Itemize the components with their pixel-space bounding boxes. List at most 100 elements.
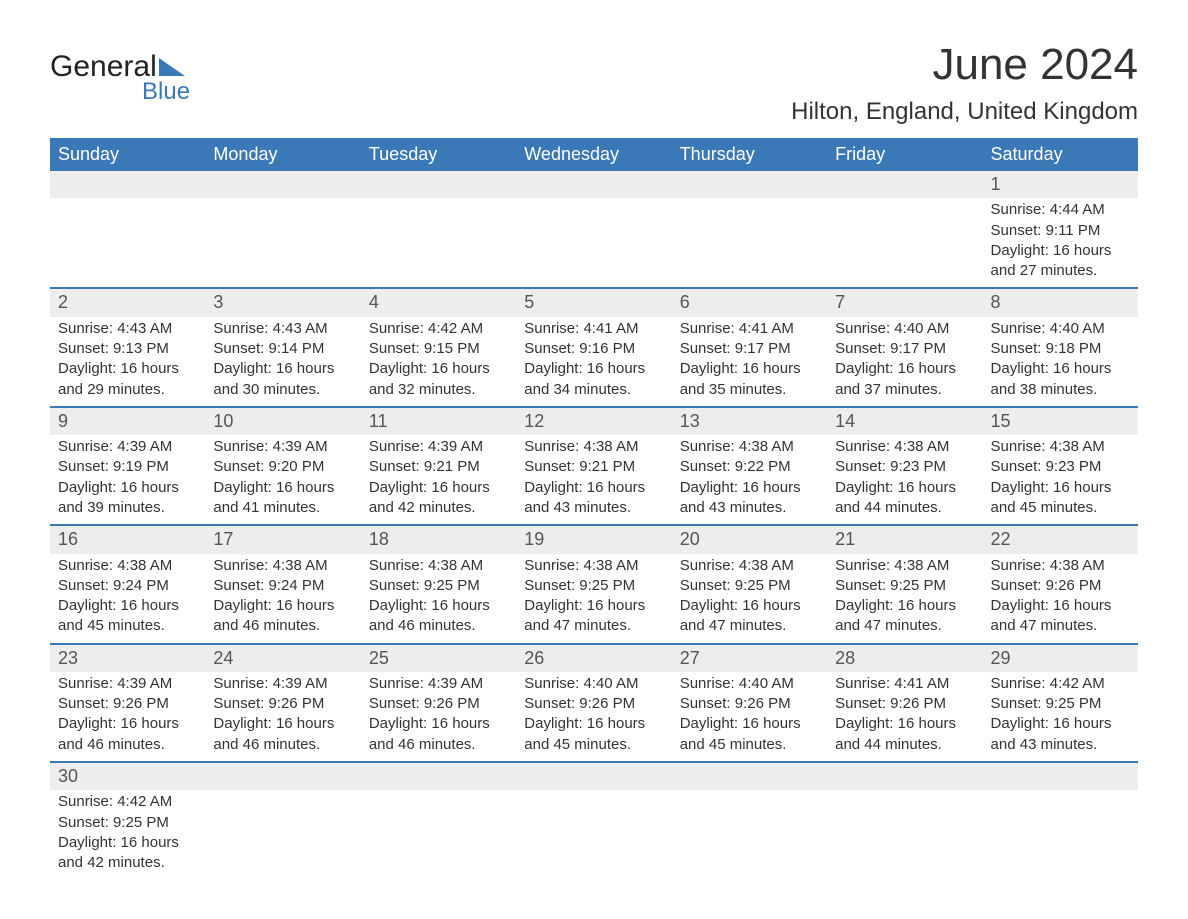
day-info: Sunrise: 4:41 AMSunset: 9:26 PMDaylight:… bbox=[827, 672, 982, 761]
day-info bbox=[516, 790, 671, 818]
day-info-cell bbox=[983, 790, 1138, 879]
day-number-cell: 14 bbox=[827, 407, 982, 435]
day-info bbox=[983, 790, 1138, 818]
day-info-cell: Sunrise: 4:39 AMSunset: 9:26 PMDaylight:… bbox=[361, 672, 516, 762]
location-text: Hilton, England, United Kingdom bbox=[791, 98, 1138, 126]
day-info bbox=[50, 198, 205, 226]
day-number-cell: 17 bbox=[205, 525, 360, 553]
day-info: Sunrise: 4:40 AMSunset: 9:18 PMDaylight:… bbox=[983, 317, 1138, 406]
calendar-head: SundayMondayTuesdayWednesdayThursdayFrid… bbox=[50, 138, 1138, 171]
day-number: 8 bbox=[983, 289, 1138, 316]
day-info-row: Sunrise: 4:38 AMSunset: 9:24 PMDaylight:… bbox=[50, 554, 1138, 644]
day-number-cell: 19 bbox=[516, 525, 671, 553]
day-header: Tuesday bbox=[361, 138, 516, 171]
day-info-cell: Sunrise: 4:38 AMSunset: 9:23 PMDaylight:… bbox=[983, 435, 1138, 525]
day-info-row: Sunrise: 4:42 AMSunset: 9:25 PMDaylight:… bbox=[50, 790, 1138, 879]
day-number-cell: 7 bbox=[827, 288, 982, 316]
day-info-cell: Sunrise: 4:39 AMSunset: 9:26 PMDaylight:… bbox=[50, 672, 205, 762]
day-number: 15 bbox=[983, 408, 1138, 435]
day-info-cell bbox=[672, 790, 827, 879]
day-number: 26 bbox=[516, 645, 671, 672]
day-info-row: Sunrise: 4:44 AMSunset: 9:11 PMDaylight:… bbox=[50, 198, 1138, 288]
day-info-cell bbox=[516, 198, 671, 288]
day-number-cell: 3 bbox=[205, 288, 360, 316]
day-number-cell: 4 bbox=[361, 288, 516, 316]
day-info: Sunrise: 4:42 AMSunset: 9:25 PMDaylight:… bbox=[50, 790, 205, 879]
day-info: Sunrise: 4:39 AMSunset: 9:19 PMDaylight:… bbox=[50, 435, 205, 524]
day-number-cell: 30 bbox=[50, 762, 205, 790]
day-number: 22 bbox=[983, 526, 1138, 553]
day-number-cell: 29 bbox=[983, 644, 1138, 672]
day-number-cell: 12 bbox=[516, 407, 671, 435]
day-number-cell bbox=[516, 171, 671, 198]
day-number bbox=[361, 171, 516, 198]
day-header: Friday bbox=[827, 138, 982, 171]
day-number-cell: 23 bbox=[50, 644, 205, 672]
day-number: 11 bbox=[361, 408, 516, 435]
day-number-cell bbox=[827, 171, 982, 198]
day-number-cell bbox=[205, 762, 360, 790]
day-number-row: 30 bbox=[50, 762, 1138, 790]
day-number-cell: 1 bbox=[983, 171, 1138, 198]
day-number-cell: 28 bbox=[827, 644, 982, 672]
day-info-cell: Sunrise: 4:38 AMSunset: 9:24 PMDaylight:… bbox=[50, 554, 205, 644]
page-header: General Blue June 2024 Hilton, England, … bbox=[50, 40, 1138, 126]
day-number: 18 bbox=[361, 526, 516, 553]
day-header: Sunday bbox=[50, 138, 205, 171]
day-number: 14 bbox=[827, 408, 982, 435]
day-number bbox=[827, 763, 982, 790]
day-info-cell: Sunrise: 4:43 AMSunset: 9:14 PMDaylight:… bbox=[205, 317, 360, 407]
day-info: Sunrise: 4:38 AMSunset: 9:23 PMDaylight:… bbox=[983, 435, 1138, 524]
day-number: 17 bbox=[205, 526, 360, 553]
day-number-cell: 26 bbox=[516, 644, 671, 672]
day-number-cell: 11 bbox=[361, 407, 516, 435]
day-number: 2 bbox=[50, 289, 205, 316]
day-number: 21 bbox=[827, 526, 982, 553]
day-number-cell bbox=[827, 762, 982, 790]
day-info: Sunrise: 4:39 AMSunset: 9:26 PMDaylight:… bbox=[50, 672, 205, 761]
day-header-row: SundayMondayTuesdayWednesdayThursdayFrid… bbox=[50, 138, 1138, 171]
day-info bbox=[672, 790, 827, 818]
day-number bbox=[205, 171, 360, 198]
day-number: 28 bbox=[827, 645, 982, 672]
day-info-cell bbox=[361, 790, 516, 879]
day-info-cell: Sunrise: 4:42 AMSunset: 9:25 PMDaylight:… bbox=[50, 790, 205, 879]
day-number-cell: 2 bbox=[50, 288, 205, 316]
day-info: Sunrise: 4:39 AMSunset: 9:20 PMDaylight:… bbox=[205, 435, 360, 524]
day-info-row: Sunrise: 4:39 AMSunset: 9:26 PMDaylight:… bbox=[50, 672, 1138, 762]
day-info: Sunrise: 4:42 AMSunset: 9:25 PMDaylight:… bbox=[983, 672, 1138, 761]
day-info: Sunrise: 4:39 AMSunset: 9:21 PMDaylight:… bbox=[361, 435, 516, 524]
day-number bbox=[516, 763, 671, 790]
logo-text-blue: Blue bbox=[142, 78, 190, 106]
day-info-cell bbox=[361, 198, 516, 288]
day-info-cell bbox=[205, 790, 360, 879]
day-info bbox=[672, 198, 827, 226]
day-number-row: 16171819202122 bbox=[50, 525, 1138, 553]
day-header: Monday bbox=[205, 138, 360, 171]
day-info-cell: Sunrise: 4:41 AMSunset: 9:26 PMDaylight:… bbox=[827, 672, 982, 762]
day-info: Sunrise: 4:40 AMSunset: 9:17 PMDaylight:… bbox=[827, 317, 982, 406]
day-number: 13 bbox=[672, 408, 827, 435]
day-info-cell bbox=[516, 790, 671, 879]
day-info bbox=[361, 790, 516, 818]
day-info-cell: Sunrise: 4:38 AMSunset: 9:23 PMDaylight:… bbox=[827, 435, 982, 525]
day-number-cell bbox=[205, 171, 360, 198]
day-info-cell: Sunrise: 4:40 AMSunset: 9:26 PMDaylight:… bbox=[516, 672, 671, 762]
day-info-cell bbox=[827, 198, 982, 288]
day-info-cell: Sunrise: 4:41 AMSunset: 9:17 PMDaylight:… bbox=[672, 317, 827, 407]
day-number-cell: 8 bbox=[983, 288, 1138, 316]
day-number-cell bbox=[516, 762, 671, 790]
day-number-cell bbox=[672, 171, 827, 198]
day-info-cell: Sunrise: 4:39 AMSunset: 9:19 PMDaylight:… bbox=[50, 435, 205, 525]
calendar-body: 1 Sunrise: 4:44 AMSunset: 9:11 PMDayligh… bbox=[50, 171, 1138, 879]
day-number-cell: 5 bbox=[516, 288, 671, 316]
day-info: Sunrise: 4:38 AMSunset: 9:23 PMDaylight:… bbox=[827, 435, 982, 524]
day-info-cell: Sunrise: 4:40 AMSunset: 9:17 PMDaylight:… bbox=[827, 317, 982, 407]
day-info bbox=[516, 198, 671, 226]
day-info: Sunrise: 4:42 AMSunset: 9:15 PMDaylight:… bbox=[361, 317, 516, 406]
day-info-cell: Sunrise: 4:42 AMSunset: 9:15 PMDaylight:… bbox=[361, 317, 516, 407]
day-number-cell: 18 bbox=[361, 525, 516, 553]
day-number: 16 bbox=[50, 526, 205, 553]
day-info: Sunrise: 4:38 AMSunset: 9:24 PMDaylight:… bbox=[205, 554, 360, 643]
day-info-cell: Sunrise: 4:38 AMSunset: 9:25 PMDaylight:… bbox=[516, 554, 671, 644]
